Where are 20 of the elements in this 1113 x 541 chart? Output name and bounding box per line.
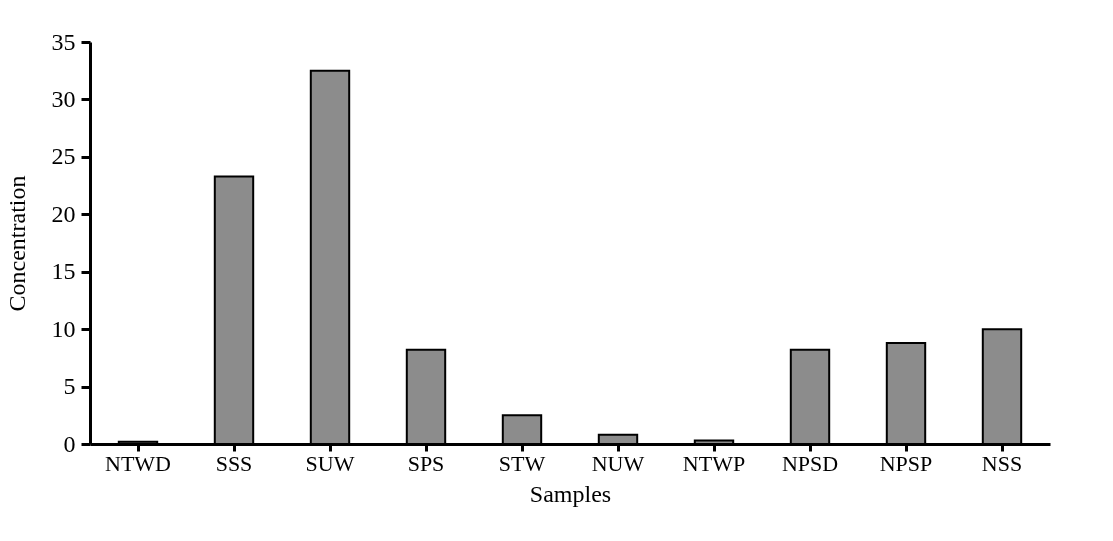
x-tick-label: NPSD bbox=[781, 450, 839, 476]
y-tick-label: 35 bbox=[51, 28, 76, 55]
y-tick-label: 25 bbox=[51, 143, 76, 170]
y-tick-label: 5 bbox=[63, 373, 76, 400]
y-tick-label: 10 bbox=[51, 315, 76, 342]
y-tick-label: 20 bbox=[51, 200, 76, 227]
x-tick-label: NPSP bbox=[879, 450, 933, 476]
x-tick-label: NSS bbox=[981, 450, 1023, 476]
x-tick-label: SUW bbox=[305, 450, 355, 476]
x-tick-label: SPS bbox=[407, 450, 445, 476]
y-tick-label: 0 bbox=[63, 430, 76, 457]
x-axis-title: Samples bbox=[529, 480, 612, 507]
x-tick-label: NTWP bbox=[682, 450, 746, 476]
y-axis-title: Concentration bbox=[3, 175, 30, 312]
x-tick-label: NUW bbox=[591, 450, 645, 476]
x-tick-label: NTWD bbox=[105, 450, 171, 476]
y-tick-label: 30 bbox=[51, 85, 76, 112]
x-tick-label: SSS bbox=[215, 450, 253, 476]
x-tick-label: STW bbox=[498, 450, 546, 476]
y-tick-label: 15 bbox=[51, 258, 76, 285]
